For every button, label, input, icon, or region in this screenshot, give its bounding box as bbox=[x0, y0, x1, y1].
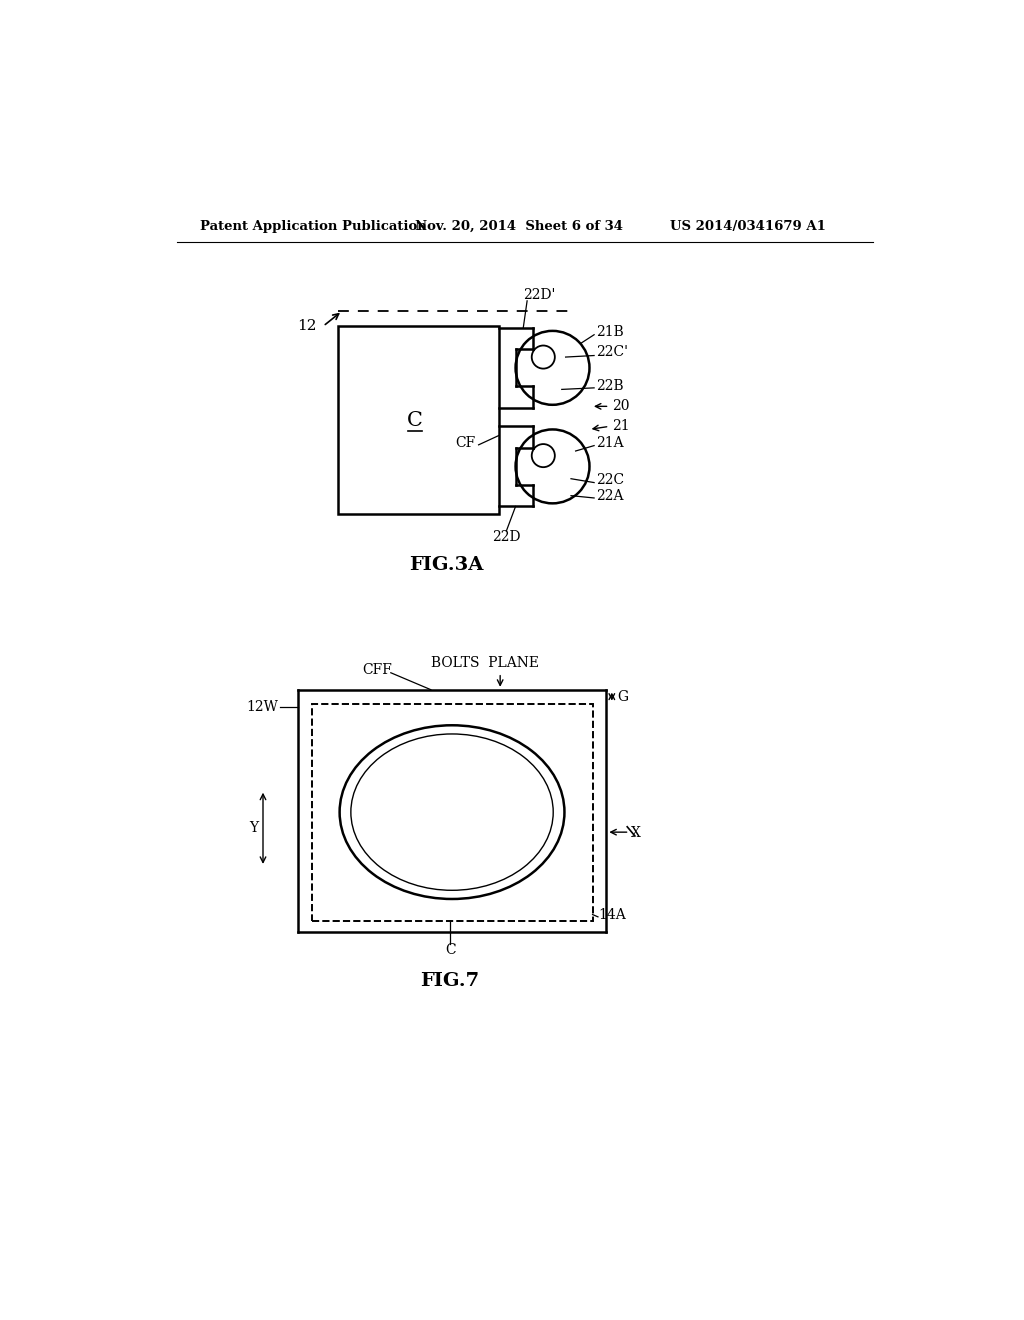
Text: 12: 12 bbox=[297, 319, 316, 333]
Text: 22C': 22C' bbox=[596, 346, 629, 359]
Text: US 2014/0341679 A1: US 2014/0341679 A1 bbox=[670, 219, 825, 232]
Text: CFF: CFF bbox=[362, 664, 392, 677]
Text: 21A: 21A bbox=[596, 437, 624, 450]
Text: CF: CF bbox=[456, 437, 475, 450]
Text: 20: 20 bbox=[611, 400, 630, 413]
Text: G: G bbox=[617, 690, 629, 705]
Text: X: X bbox=[631, 826, 641, 840]
Text: C: C bbox=[444, 942, 456, 957]
Text: 22B: 22B bbox=[596, 379, 624, 392]
Text: 22D: 22D bbox=[493, 531, 520, 544]
Text: 21: 21 bbox=[611, 420, 630, 433]
Text: Nov. 20, 2014  Sheet 6 of 34: Nov. 20, 2014 Sheet 6 of 34 bbox=[416, 219, 624, 232]
Text: C: C bbox=[407, 411, 423, 430]
Text: 21B: 21B bbox=[596, 325, 625, 339]
Text: FIG.7: FIG.7 bbox=[421, 972, 479, 990]
Bar bbox=[311, 704, 593, 921]
Text: 22A: 22A bbox=[596, 488, 624, 503]
Text: 14A: 14A bbox=[599, 908, 627, 923]
Text: 22D': 22D' bbox=[523, 289, 556, 302]
Text: 22C: 22C bbox=[596, 474, 625, 487]
Text: BOLTS  PLANE: BOLTS PLANE bbox=[431, 656, 539, 669]
Text: Patent Application Publication: Patent Application Publication bbox=[200, 219, 427, 232]
Text: 12W: 12W bbox=[247, 700, 279, 714]
Bar bbox=[339, 326, 499, 515]
Text: FIG.3A: FIG.3A bbox=[409, 556, 483, 574]
Text: Y: Y bbox=[249, 821, 258, 836]
